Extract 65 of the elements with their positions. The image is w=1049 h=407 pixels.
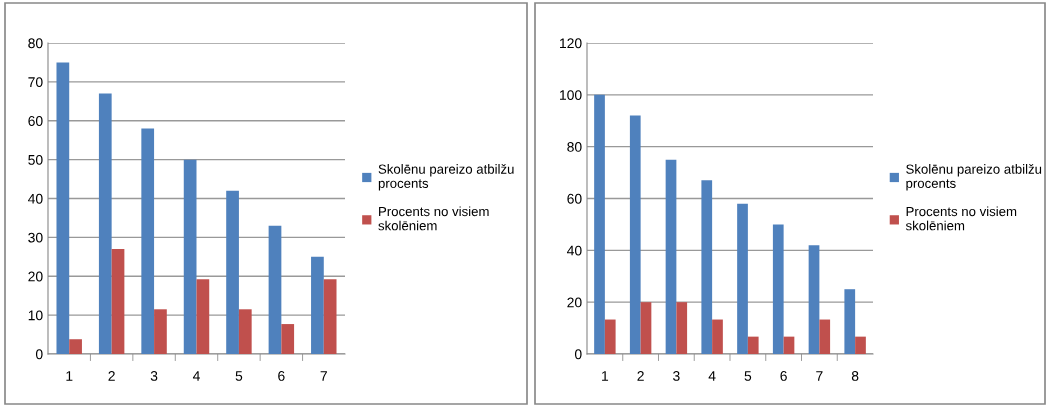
x-tick-label: 6 — [278, 371, 285, 381]
legend-label: Skolēnu pareizo atbilžu procents — [378, 164, 514, 191]
bar — [783, 336, 795, 354]
y-tick-label: 120 — [560, 38, 582, 49]
bar — [640, 302, 652, 354]
x-tick-label: 2 — [637, 371, 644, 381]
x-tick-label: 8 — [851, 371, 859, 381]
bar — [629, 115, 641, 354]
y-tick-label: 0 — [574, 349, 582, 360]
x-tick-label: 1 — [602, 371, 609, 381]
y-tick-label: 0 — [35, 349, 43, 360]
x-tick-label: 5 — [235, 371, 243, 381]
x-tick-label: 3 — [673, 371, 680, 381]
bar — [154, 309, 167, 354]
y-tick-label: 50 — [28, 154, 43, 165]
legend-label: Skolēnu pareizo atbilžu procents — [906, 164, 1042, 191]
bar — [111, 249, 125, 354]
bar — [855, 336, 866, 354]
bar — [676, 302, 688, 354]
x-tick-label: 5 — [744, 371, 752, 381]
bar — [98, 93, 112, 354]
y-tick-label: 10 — [28, 310, 43, 321]
bar — [268, 225, 282, 354]
y-tick-label: 70 — [28, 77, 43, 88]
bar — [737, 203, 748, 354]
x-tick-label: 1 — [66, 371, 73, 381]
bar — [772, 224, 784, 354]
x-tick-label: 4 — [708, 371, 716, 381]
x-tick-label: 3 — [150, 371, 158, 381]
bar — [56, 62, 70, 354]
y-tick-label: 30 — [28, 232, 43, 243]
bar — [69, 339, 82, 354]
bar — [819, 319, 831, 354]
y-tick-label: 80 — [567, 142, 582, 152]
bar — [323, 279, 337, 354]
bar — [226, 190, 239, 354]
x-tick-label: 6 — [780, 371, 787, 381]
y-tick-label: 20 — [567, 297, 582, 308]
bar — [701, 180, 713, 354]
bar — [604, 319, 616, 354]
y-tick-label: 40 — [28, 193, 43, 204]
x-tick-label: 7 — [320, 371, 327, 381]
bar — [594, 94, 605, 354]
x-tick-label: 4 — [192, 371, 200, 381]
bar — [844, 289, 856, 354]
y-tick-label: 20 — [28, 271, 43, 282]
y-tick-label: 40 — [567, 245, 582, 256]
y-tick-label: 80 — [28, 38, 43, 49]
legend-label: Procents no visiem skolēniem — [905, 206, 1017, 231]
bar — [712, 319, 723, 354]
bar — [808, 245, 820, 354]
bar — [183, 159, 197, 354]
x-tick-label: 2 — [108, 371, 115, 381]
y-tick-label: 100 — [560, 90, 582, 100]
bar — [238, 309, 252, 354]
bar — [311, 256, 324, 354]
y-tick-label: 60 — [567, 193, 582, 204]
y-tick-label: 60 — [28, 116, 43, 126]
bar — [665, 159, 677, 354]
bar — [196, 279, 210, 354]
bar — [281, 324, 295, 354]
bar — [747, 336, 759, 354]
x-tick-label: 7 — [816, 371, 823, 381]
legend-label: Procents no visiem skolēniem — [378, 206, 489, 231]
bar — [141, 128, 155, 354]
